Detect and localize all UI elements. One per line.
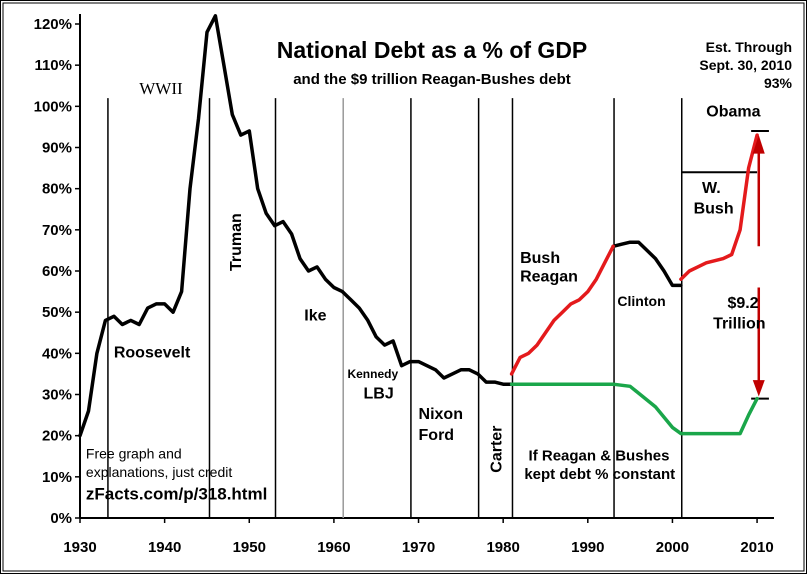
period-labels: WWII Roosevelt Truman Ike Kennedy LBJ Nixon For… (86, 79, 766, 503)
series-line (509, 382, 759, 436)
y-tick-label: 100% (34, 98, 72, 115)
series-line (679, 133, 759, 281)
y-tick-label: 70% (42, 222, 72, 239)
period-label: Trillion (713, 316, 765, 333)
x-tick-label: 2000 (656, 539, 689, 556)
estimate-note-line-2: Sept. 30, 2010 (699, 57, 792, 73)
period-label: Bush (694, 200, 734, 217)
period-label: Reagan (520, 268, 578, 285)
chart-title: National Debt as a % of GDP (277, 37, 588, 63)
x-tick-label: 1940 (148, 539, 181, 556)
gap-arrowhead-down (752, 380, 765, 397)
period-label: Carter (488, 426, 505, 473)
x-tick-label: 1950 (233, 539, 266, 556)
estimate-note-line-1: Est. Through (706, 39, 792, 55)
period-label: kept debt % constant (524, 466, 675, 483)
y-tick-label: 0% (50, 510, 72, 527)
period-label: $9.2 (727, 295, 758, 312)
gap-arrowhead-up (752, 135, 765, 154)
x-tick-label: 1980 (486, 539, 519, 556)
period-label: Roosevelt (114, 344, 191, 361)
y-tick-label: 20% (42, 428, 72, 445)
y-tick-label: 40% (42, 345, 72, 362)
period-label: LBJ (364, 386, 394, 403)
period-label: Kennedy (347, 367, 398, 381)
period-label: Clinton (617, 293, 665, 309)
chart-subtitle: and the $9 trillion Reagan-Bushes debt (293, 71, 571, 88)
series-line (611, 240, 683, 288)
period-label: explanations, just credit (86, 464, 232, 480)
period-label: Truman (228, 213, 245, 271)
y-tick-label: 10% (42, 469, 72, 486)
x-tick-label: 2010 (740, 539, 773, 556)
period-label: Nixon (419, 406, 463, 423)
period-label: WWII (139, 79, 183, 98)
x-tick-label: 1970 (402, 539, 435, 556)
y-tick-label: 80% (42, 181, 72, 198)
period-label: Ford (419, 427, 455, 444)
y-tick-label: 30% (42, 387, 72, 404)
period-label: Free graph and (86, 445, 182, 461)
period-label: zFacts.com/p/318.html (86, 484, 267, 503)
period-label: If Reagan & Bushes (529, 447, 670, 464)
x-tick-label: 1960 (317, 539, 350, 556)
estimate-note-line-3: 93% (764, 75, 793, 91)
annotations: National Debt as a % of GDP and the $9 t… (277, 37, 793, 91)
period-label: Bush (520, 250, 560, 267)
y-tick-label: 60% (42, 263, 72, 280)
series-line (78, 14, 514, 438)
president-dividers (107, 98, 769, 518)
y-tick-label: 120% (34, 16, 72, 33)
series-line (509, 244, 615, 376)
y-tick-label: 50% (42, 304, 72, 321)
period-label: W. (702, 180, 721, 197)
x-tick-label: 1990 (571, 539, 604, 556)
chart-border-inner (2, 2, 805, 572)
series-layer (78, 14, 765, 438)
x-tick-label: 1930 (63, 539, 96, 556)
y-tick-label: 110% (34, 57, 72, 74)
y-tick-label: 90% (42, 140, 72, 157)
period-label: Ike (304, 307, 326, 324)
period-label: Obama (706, 104, 760, 121)
